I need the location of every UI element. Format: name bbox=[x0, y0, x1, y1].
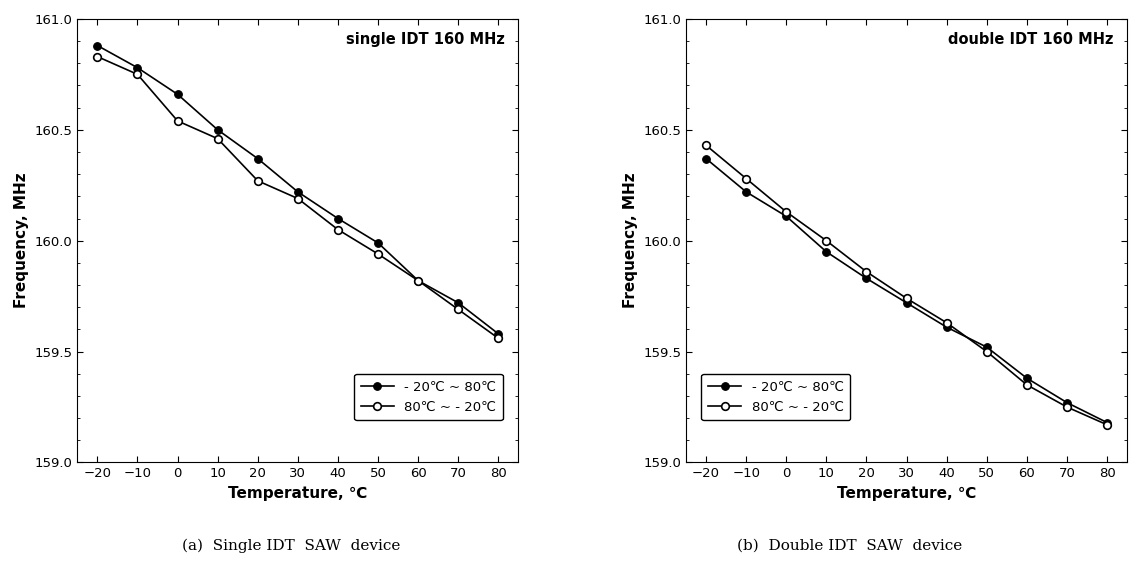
Text: double IDT 160 MHz: double IDT 160 MHz bbox=[948, 32, 1114, 47]
Y-axis label: Frequency, MHz: Frequency, MHz bbox=[623, 173, 638, 309]
- 20℃ ~ 80℃ bbox=[1020, 375, 1034, 382]
80℃ ~ - 20℃ bbox=[1060, 404, 1074, 411]
Legend: - 20℃ ~ 80℃, 80℃ ~ - 20℃: - 20℃ ~ 80℃, 80℃ ~ - 20℃ bbox=[354, 374, 503, 420]
80℃ ~ - 20℃ bbox=[251, 178, 265, 184]
80℃ ~ - 20℃ bbox=[331, 226, 345, 233]
Line: 80℃ ~ - 20℃: 80℃ ~ - 20℃ bbox=[702, 142, 1111, 429]
80℃ ~ - 20℃ bbox=[1100, 421, 1114, 428]
Text: (b)  Double IDT  SAW  device: (b) Double IDT SAW device bbox=[737, 539, 963, 553]
80℃ ~ - 20℃ bbox=[130, 71, 144, 78]
Line: - 20℃ ~ 80℃: - 20℃ ~ 80℃ bbox=[702, 155, 1111, 426]
- 20℃ ~ 80℃ bbox=[211, 126, 225, 133]
Text: single IDT 160 MHz: single IDT 160 MHz bbox=[346, 32, 505, 47]
80℃ ~ - 20℃ bbox=[1020, 381, 1034, 388]
Y-axis label: Frequency, MHz: Frequency, MHz bbox=[14, 173, 29, 309]
80℃ ~ - 20℃ bbox=[90, 53, 104, 60]
- 20℃ ~ 80℃ bbox=[331, 215, 345, 222]
80℃ ~ - 20℃ bbox=[779, 209, 793, 215]
- 20℃ ~ 80℃ bbox=[371, 240, 385, 246]
80℃ ~ - 20℃ bbox=[980, 348, 994, 355]
- 20℃ ~ 80℃ bbox=[291, 188, 305, 195]
- 20℃ ~ 80℃ bbox=[900, 299, 914, 306]
- 20℃ ~ 80℃ bbox=[251, 155, 265, 162]
- 20℃ ~ 80℃ bbox=[1100, 419, 1114, 426]
80℃ ~ - 20℃ bbox=[291, 195, 305, 202]
- 20℃ ~ 80℃ bbox=[90, 42, 104, 49]
Line: 80℃ ~ - 20℃: 80℃ ~ - 20℃ bbox=[94, 53, 502, 342]
Legend: - 20℃ ~ 80℃, 80℃ ~ - 20℃: - 20℃ ~ 80℃, 80℃ ~ - 20℃ bbox=[702, 374, 850, 420]
80℃ ~ - 20℃ bbox=[819, 237, 833, 244]
- 20℃ ~ 80℃ bbox=[819, 248, 833, 255]
- 20℃ ~ 80℃ bbox=[411, 277, 424, 284]
- 20℃ ~ 80℃ bbox=[940, 324, 954, 331]
80℃ ~ - 20℃ bbox=[371, 250, 385, 257]
- 20℃ ~ 80℃ bbox=[739, 188, 753, 195]
80℃ ~ - 20℃ bbox=[171, 117, 185, 124]
- 20℃ ~ 80℃ bbox=[779, 213, 793, 219]
- 20℃ ~ 80℃ bbox=[171, 91, 185, 98]
80℃ ~ - 20℃ bbox=[211, 135, 225, 142]
80℃ ~ - 20℃ bbox=[900, 295, 914, 302]
- 20℃ ~ 80℃ bbox=[492, 331, 505, 337]
X-axis label: Temperature, ℃: Temperature, ℃ bbox=[228, 486, 367, 501]
80℃ ~ - 20℃ bbox=[411, 277, 424, 284]
Text: (a)  Single IDT  SAW  device: (a) Single IDT SAW device bbox=[181, 538, 400, 553]
- 20℃ ~ 80℃ bbox=[859, 275, 873, 282]
80℃ ~ - 20℃ bbox=[699, 142, 713, 149]
- 20℃ ~ 80℃ bbox=[980, 344, 994, 351]
- 20℃ ~ 80℃ bbox=[699, 155, 713, 162]
80℃ ~ - 20℃ bbox=[492, 335, 505, 342]
- 20℃ ~ 80℃ bbox=[130, 64, 144, 71]
80℃ ~ - 20℃ bbox=[940, 319, 954, 326]
80℃ ~ - 20℃ bbox=[859, 268, 873, 275]
X-axis label: Temperature, ℃: Temperature, ℃ bbox=[836, 486, 977, 501]
80℃ ~ - 20℃ bbox=[739, 175, 753, 182]
- 20℃ ~ 80℃ bbox=[1060, 399, 1074, 406]
- 20℃ ~ 80℃ bbox=[452, 299, 466, 306]
80℃ ~ - 20℃ bbox=[452, 306, 466, 313]
Line: - 20℃ ~ 80℃: - 20℃ ~ 80℃ bbox=[94, 42, 502, 338]
